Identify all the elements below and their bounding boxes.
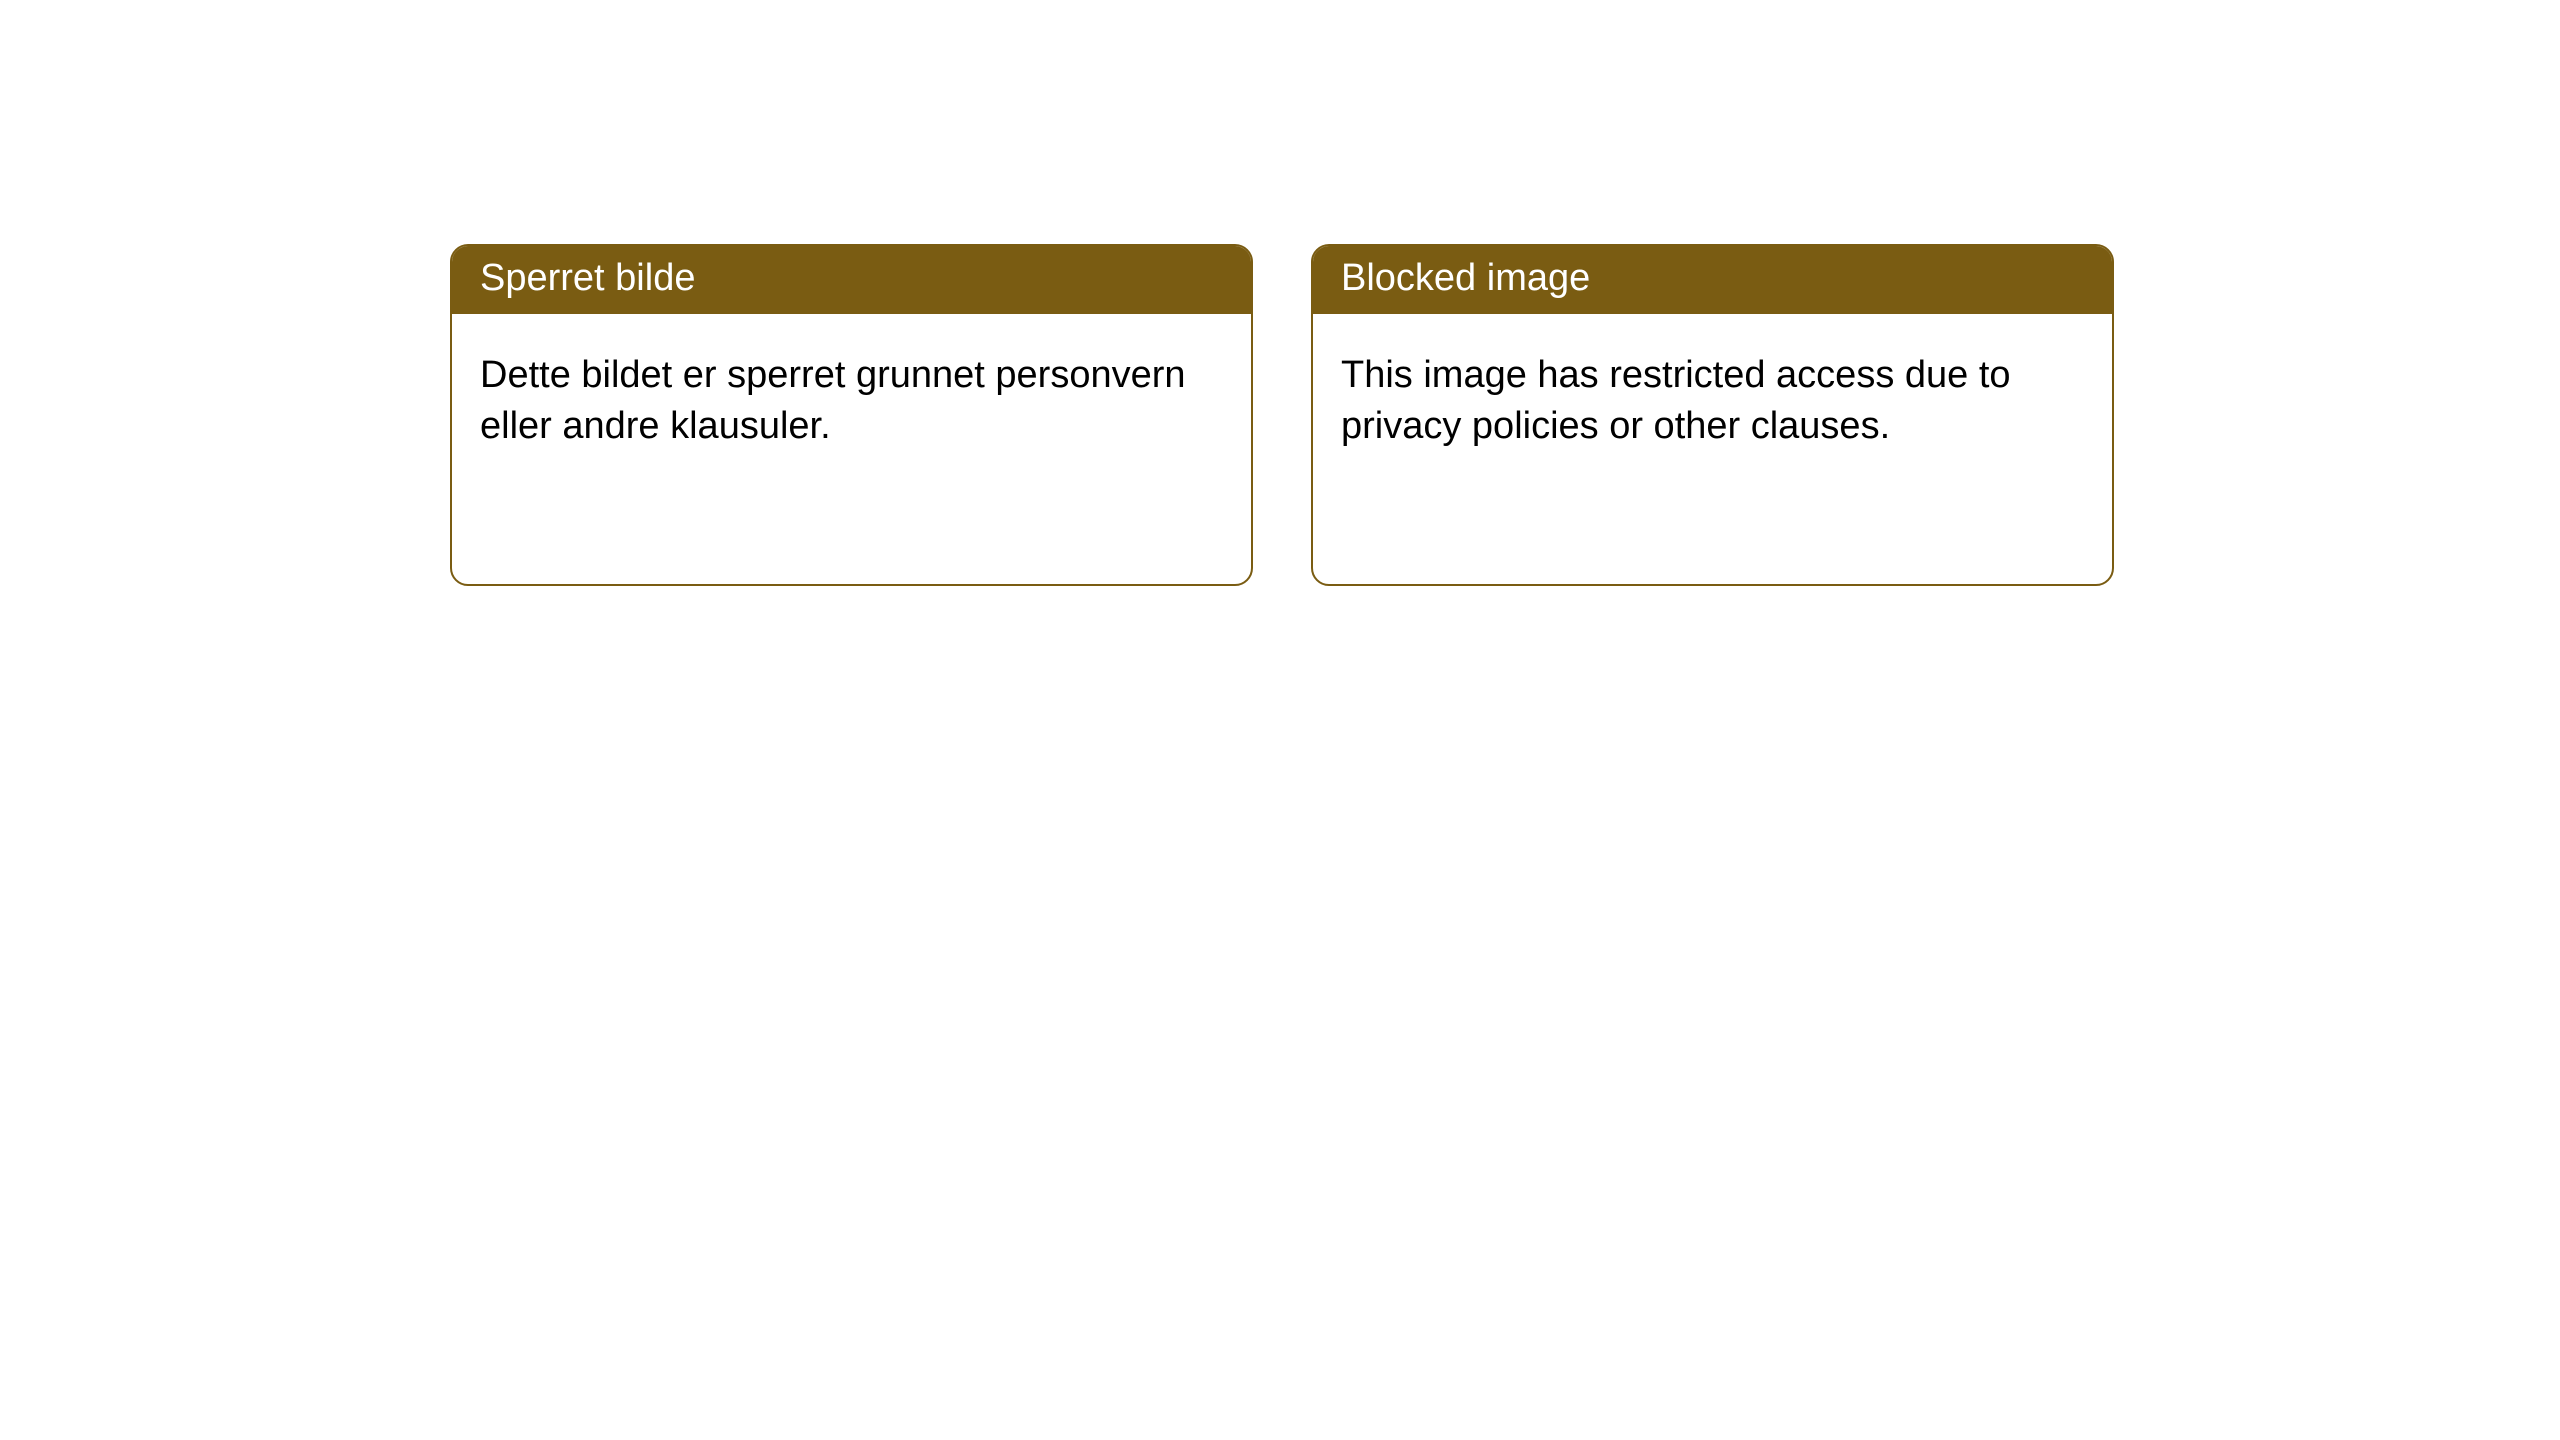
notice-container: Sperret bilde Dette bildet er sperret gr… (450, 244, 2114, 586)
notice-body: This image has restricted access due to … (1313, 314, 2112, 584)
notice-text: Dette bildet er sperret grunnet personve… (480, 350, 1223, 453)
notice-header: Sperret bilde (452, 246, 1251, 314)
notice-card-norwegian: Sperret bilde Dette bildet er sperret gr… (450, 244, 1253, 586)
notice-text: This image has restricted access due to … (1341, 350, 2084, 453)
notice-header: Blocked image (1313, 246, 2112, 314)
notice-card-english: Blocked image This image has restricted … (1311, 244, 2114, 586)
notice-title: Sperret bilde (480, 257, 695, 299)
notice-body: Dette bildet er sperret grunnet personve… (452, 314, 1251, 584)
notice-title: Blocked image (1341, 257, 1590, 299)
